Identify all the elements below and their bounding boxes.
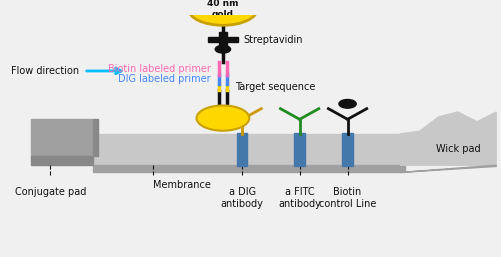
Text: Conjugate pad: Conjugate pad	[15, 187, 86, 197]
Circle shape	[215, 45, 230, 53]
Text: Streptavidin: Streptavidin	[243, 34, 303, 44]
Ellipse shape	[188, 0, 258, 25]
Text: Flow direction: Flow direction	[11, 66, 79, 76]
Text: Membrance: Membrance	[153, 180, 211, 190]
Text: Biotin
control Line: Biotin control Line	[319, 187, 376, 208]
Text: 40 nm
gold: 40 nm gold	[207, 0, 238, 19]
Text: a DIG
antibody: a DIG antibody	[220, 187, 264, 208]
Polygon shape	[400, 112, 496, 165]
Bar	[342, 133, 353, 166]
Polygon shape	[94, 134, 405, 165]
Text: Wick pad: Wick pad	[435, 144, 480, 154]
Circle shape	[339, 99, 356, 108]
Text: Target sequence: Target sequence	[235, 82, 315, 92]
Bar	[218, 32, 227, 47]
Polygon shape	[400, 165, 496, 172]
Polygon shape	[31, 155, 94, 165]
Bar	[237, 133, 247, 166]
Polygon shape	[94, 119, 98, 155]
Text: Biotin labeled primer: Biotin labeled primer	[108, 63, 211, 74]
Polygon shape	[31, 119, 94, 155]
Polygon shape	[94, 165, 405, 172]
Bar	[207, 37, 238, 42]
Ellipse shape	[196, 105, 249, 131]
Text: a FITC
antibody: a FITC antibody	[278, 187, 321, 208]
Text: DIG labeled primer: DIG labeled primer	[118, 75, 211, 84]
Bar	[295, 133, 305, 166]
